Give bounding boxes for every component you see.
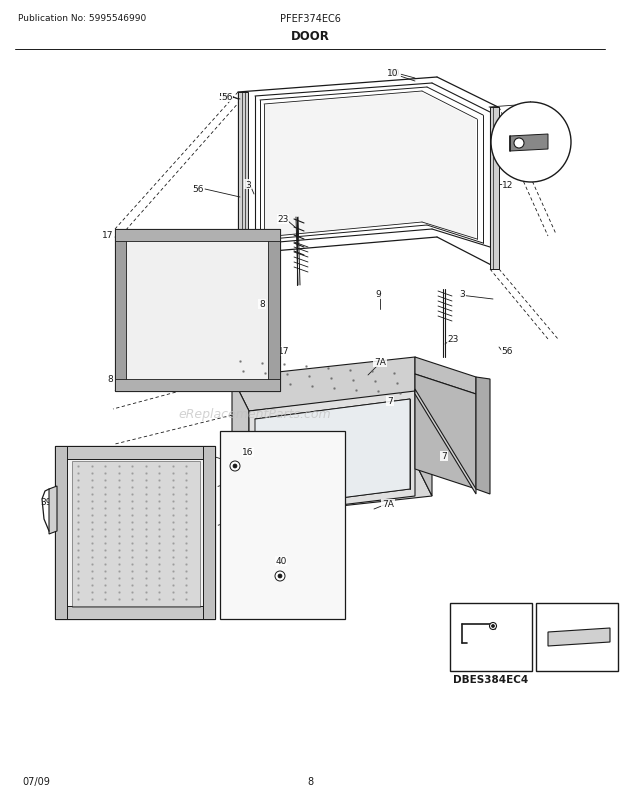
Text: 6: 6 [307, 483, 313, 492]
Polygon shape [55, 447, 215, 460]
Text: 10: 10 [505, 117, 516, 127]
Polygon shape [115, 229, 280, 391]
Text: 8: 8 [259, 300, 265, 309]
Text: 40: 40 [199, 450, 211, 459]
Polygon shape [548, 628, 610, 646]
Polygon shape [255, 399, 410, 509]
Polygon shape [510, 135, 548, 152]
Text: 7: 7 [441, 452, 447, 461]
Polygon shape [203, 447, 215, 619]
Text: 41: 41 [564, 604, 575, 613]
Polygon shape [55, 447, 215, 619]
Text: 23: 23 [447, 335, 459, 344]
Polygon shape [115, 379, 280, 391]
Circle shape [514, 139, 524, 149]
Text: 23: 23 [277, 215, 289, 225]
Text: 40: 40 [275, 557, 286, 565]
Polygon shape [415, 390, 476, 494]
Circle shape [278, 574, 282, 578]
Text: 10: 10 [388, 68, 399, 78]
Circle shape [491, 103, 571, 183]
Text: 3: 3 [245, 180, 251, 189]
Circle shape [490, 622, 497, 630]
Text: 56: 56 [218, 92, 230, 101]
Polygon shape [238, 93, 248, 255]
Text: 10: 10 [389, 70, 401, 79]
Text: DBES384EC4: DBES384EC4 [453, 674, 529, 684]
Text: 42: 42 [477, 604, 489, 613]
Polygon shape [232, 378, 249, 516]
Polygon shape [490, 107, 499, 269]
Text: 9: 9 [375, 290, 381, 299]
Polygon shape [55, 447, 67, 619]
Text: 56: 56 [221, 93, 232, 103]
Text: 17: 17 [102, 230, 113, 239]
Circle shape [230, 461, 240, 472]
Polygon shape [249, 391, 415, 516]
Text: 39: 39 [40, 498, 51, 507]
Text: 56: 56 [192, 185, 204, 194]
Polygon shape [49, 486, 57, 534]
Text: 7: 7 [387, 397, 393, 406]
Bar [450, 603, 532, 671]
Polygon shape [415, 358, 476, 395]
Text: 3: 3 [459, 290, 465, 299]
Polygon shape [115, 229, 280, 241]
Text: eReplacementParts.com: eReplacementParts.com [179, 408, 331, 421]
Polygon shape [232, 463, 432, 516]
Text: 56: 56 [501, 347, 513, 356]
Polygon shape [415, 375, 476, 489]
Text: 17: 17 [278, 347, 290, 356]
Text: Publication No: 5995546990: Publication No: 5995546990 [18, 14, 146, 23]
Text: PFEF374EC6: PFEF374EC6 [280, 14, 340, 24]
Text: 07/09: 07/09 [22, 776, 50, 786]
Bar [536, 603, 618, 671]
Circle shape [233, 464, 237, 468]
Text: 12: 12 [502, 180, 514, 189]
Polygon shape [115, 229, 126, 391]
Text: 8: 8 [307, 776, 313, 786]
Text: DOOR: DOOR [291, 30, 329, 43]
Circle shape [275, 571, 285, 581]
Polygon shape [415, 358, 432, 496]
Text: 8: 8 [107, 375, 113, 384]
Polygon shape [220, 431, 345, 619]
Circle shape [492, 625, 495, 628]
Polygon shape [72, 461, 200, 607]
Text: 7A: 7A [382, 500, 394, 508]
Polygon shape [232, 358, 432, 411]
Text: 16: 16 [242, 448, 254, 457]
Polygon shape [476, 378, 490, 494]
Text: 7A: 7A [374, 358, 386, 367]
Polygon shape [268, 229, 280, 391]
Polygon shape [55, 606, 215, 619]
Polygon shape [265, 93, 476, 239]
Text: 13: 13 [99, 612, 111, 621]
